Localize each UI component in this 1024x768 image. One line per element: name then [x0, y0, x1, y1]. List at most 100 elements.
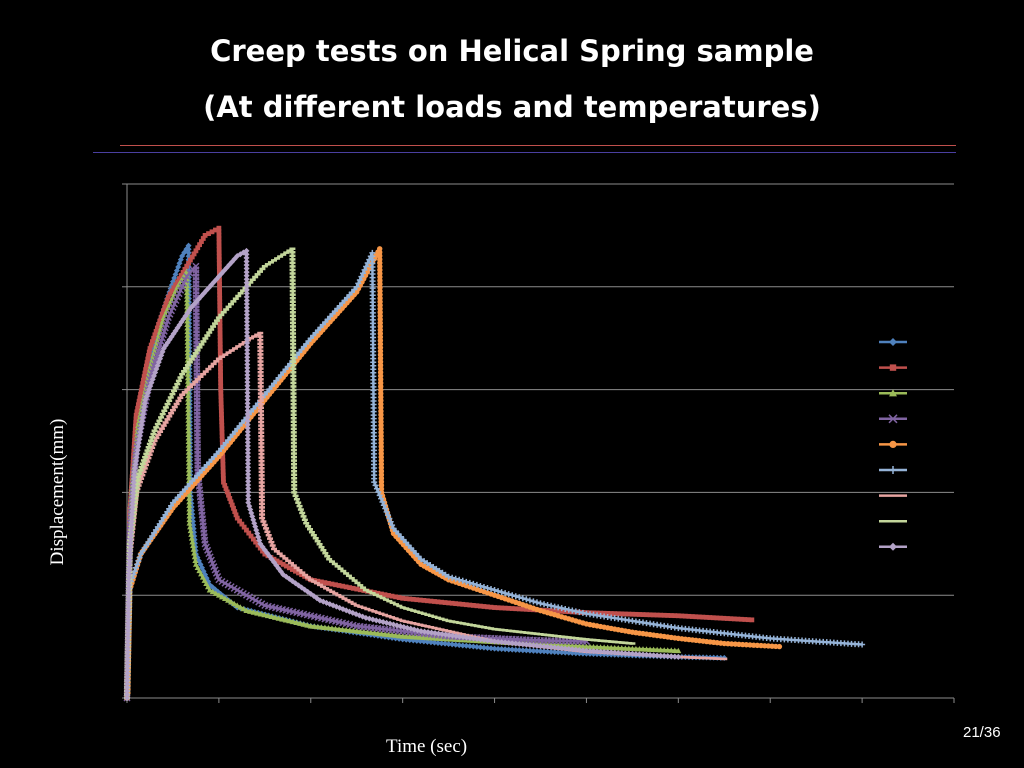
data-point: [220, 461, 226, 467]
data-point: [245, 485, 252, 492]
data-point: [516, 594, 523, 601]
data-point: [134, 450, 141, 457]
data-point: [216, 229, 222, 235]
data-point: [488, 637, 495, 644]
data-point: [128, 522, 135, 529]
data-point: [425, 629, 432, 636]
data-point: [243, 286, 250, 293]
data-point: [133, 423, 138, 429]
data-point: [126, 550, 133, 557]
data-point: [244, 425, 251, 432]
data-point: [185, 399, 192, 406]
data-point: [428, 629, 435, 636]
data-point: [456, 576, 463, 583]
data-point: [221, 479, 226, 485]
data-point: [216, 243, 222, 249]
data-point: [516, 606, 522, 612]
page-number: 21/36: [963, 724, 1001, 741]
data-point: [537, 643, 544, 650]
data-point: [206, 231, 211, 237]
data-point: [137, 551, 144, 558]
data-point: [186, 520, 193, 526]
legend-marker-2: [889, 364, 897, 371]
data-point: [433, 565, 440, 572]
data-point: [146, 353, 151, 358]
data-point: [615, 649, 622, 656]
data-point: [220, 469, 226, 474]
data-point: [502, 605, 508, 611]
data-point: [183, 289, 190, 296]
data-point: [189, 542, 196, 549]
data-point: [124, 684, 131, 691]
data-point: [125, 575, 132, 582]
data-point: [124, 659, 131, 666]
data-point: [244, 329, 251, 336]
data-point: [219, 419, 225, 425]
data-point: [354, 586, 360, 592]
data-point: [135, 440, 142, 447]
data-point: [382, 505, 389, 512]
data-point: [400, 595, 406, 601]
data-point: [379, 591, 384, 597]
data-point: [604, 649, 611, 656]
data-point: [134, 561, 141, 568]
data-point: [206, 587, 213, 593]
data-point: [243, 322, 250, 329]
data-point: [217, 331, 223, 336]
data-point: [130, 479, 137, 486]
data-point: [427, 562, 434, 569]
data-point: [124, 635, 131, 642]
data-point: [140, 381, 146, 387]
data-point: [161, 308, 166, 314]
data-point: [243, 258, 250, 265]
data-point: [700, 614, 706, 620]
data-point: [240, 605, 247, 612]
data-point: [244, 418, 251, 425]
data-point: [449, 574, 456, 581]
data-point: [137, 395, 143, 401]
data-point: [217, 278, 222, 284]
data-point: [275, 615, 282, 621]
data-point: [220, 472, 226, 478]
data-point: [219, 426, 225, 432]
data-point: [296, 570, 301, 576]
slide-title-line2: (At different loads and temperatures): [203, 90, 821, 124]
data-point: [184, 371, 191, 377]
data-point: [728, 616, 734, 622]
data-point: [346, 627, 353, 633]
data-point: [180, 270, 186, 275]
data-point: [363, 263, 370, 270]
data-point: [435, 599, 441, 605]
data-point: [226, 492, 231, 498]
data-point: [859, 641, 866, 648]
data-point: [428, 598, 434, 604]
data-point: [136, 436, 143, 443]
data-point: [436, 567, 443, 574]
data-point: [147, 535, 154, 542]
data-point: [128, 529, 135, 536]
data-point: [460, 601, 466, 607]
data-point: [245, 481, 252, 488]
data-point: [186, 495, 193, 501]
data-point: [243, 269, 250, 276]
data-point: [392, 632, 399, 638]
data-point: [124, 652, 131, 659]
data-point: [389, 632, 396, 638]
data-point: [384, 512, 391, 519]
data-point: [442, 571, 449, 578]
data-point: [184, 296, 191, 303]
data-point: [149, 532, 156, 539]
data-point: [217, 310, 223, 315]
data-point: [244, 368, 251, 375]
data-point: [186, 516, 193, 523]
data-point: [339, 626, 346, 632]
data-point: [280, 561, 286, 567]
data-point: [693, 614, 699, 620]
data-point: [466, 579, 473, 586]
data-point: [385, 631, 392, 638]
data-point: [185, 431, 192, 437]
data-point: [154, 523, 161, 530]
data-point: [220, 458, 226, 464]
data-point: [495, 605, 501, 611]
